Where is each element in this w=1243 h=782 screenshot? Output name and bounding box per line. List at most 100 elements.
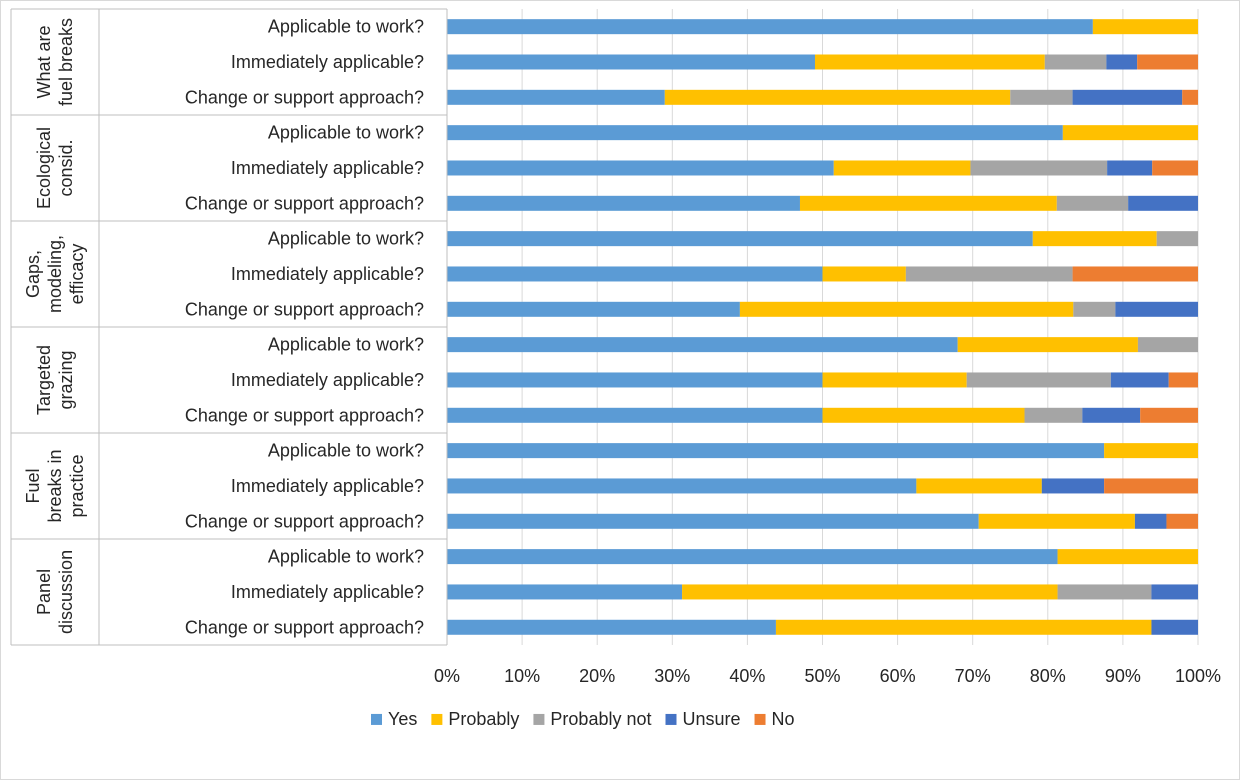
bar-segment-no [1104,478,1198,494]
category-label: Immediately applicable? [231,264,424,284]
category-label: Immediately applicable? [231,582,424,602]
legend-label: Probably [448,709,519,729]
bar-segment-probably [822,266,906,282]
legend-swatch [754,713,766,725]
bar-segment-yes [447,301,740,317]
bar-segment-no [1166,513,1198,529]
bar-segment-unsure [1115,301,1198,317]
legend-item: No [754,709,795,729]
bar-segment-probably [799,195,1057,211]
category-labels: Applicable to work? Immediately applicabl… [185,17,424,638]
category-label: Applicable to work? [268,123,424,143]
group-label-line: efficacy [67,244,87,305]
category-label: Applicable to work? [268,335,424,355]
bar-segment-probably [814,54,1045,70]
x-tick-label: 50% [804,666,840,686]
bar-segment-unsure [1128,195,1198,211]
bar-segment-yes [447,443,1105,459]
group-label: Targeted grazing [34,345,76,415]
group-label: Gaps, modeling, efficacy [23,235,87,313]
group-label-line: What are [34,25,54,98]
bar-segment-yes [447,266,823,282]
group-label-line: discussion [56,550,76,634]
bar-segment-probably-not [905,266,1073,282]
bar-segment-yes [447,372,823,388]
bar-segment-unsure [1072,89,1183,105]
bar-segment-probably [682,584,1058,600]
bar-segment-yes [447,549,1058,565]
bar-segment-probably-not [1156,231,1198,247]
group-label-line: consid. [56,139,76,196]
bar-segment-probably [1092,19,1198,35]
bar-segment-yes [447,407,823,423]
legend-label: No [772,709,795,729]
bar-segment-probably-not [1137,337,1198,353]
bar-segment-probably [822,407,1025,423]
group-label-line: Panel [34,569,54,615]
category-label: Applicable to work? [268,547,424,567]
category-label: Change or support approach? [185,299,424,319]
group-label-line: breaks in [45,449,65,522]
bar-segment-no [1072,266,1198,282]
group-label-line: Gaps, [23,250,43,298]
category-label: Applicable to work? [268,441,424,461]
bar-segment-probably [1057,549,1198,565]
bar-segment-yes [447,337,958,353]
bar-segment-yes [447,125,1063,141]
bar-segment-no [1168,372,1198,388]
x-tick-label: 60% [880,666,916,686]
x-tick-labels: 0% 10% 20% 30% 40% 50% 60% 70% 80% 90% 100% [434,666,1221,686]
bar-segment-yes [447,619,776,635]
bar-segment-probably-not [1073,301,1116,317]
legend-label: Probably not [550,709,651,729]
x-tick-label: 80% [1030,666,1066,686]
bar-segment-probably [822,372,967,388]
bar-segment-no [1152,160,1198,176]
x-tick-label: 0% [434,666,460,686]
bar-segment-yes [447,478,917,494]
category-label: Applicable to work? [268,229,424,249]
bar-segment-unsure [1134,513,1167,529]
bar-segment-unsure [1110,372,1169,388]
legend-item: Probably [431,709,519,729]
bar-segment-yes [447,54,815,70]
category-label: Change or support approach? [185,617,424,637]
bar-segment-probably-not [1056,195,1129,211]
bar-segment-yes [447,513,979,529]
group-label-line: grazing [56,350,76,409]
bar-segment-unsure [1041,478,1105,494]
legend-item: Probably not [533,709,652,729]
bar-segment-no [1137,54,1198,70]
legend-swatch [431,713,443,725]
legend-swatch [665,713,677,725]
bar-segment-yes [447,231,1033,247]
category-label: Change or support approach? [185,193,424,213]
bar-segment-probably [664,89,1011,105]
bar-segment-no [1182,89,1198,105]
bar-segment-probably [916,478,1042,494]
bar-segment-probably [739,301,1074,317]
bar-segment-probably [775,619,1152,635]
x-tick-label: 40% [729,666,765,686]
category-label: Immediately applicable? [231,370,424,390]
group-label: Panel discussion [34,550,76,634]
bar-segment-yes [447,19,1093,35]
category-label: Change or support approach? [185,87,424,107]
x-tick-label: 30% [654,666,690,686]
bar-segment-probably [1062,125,1198,141]
group-label-line: Fuel [23,468,43,503]
bar-segment-probably-not [1024,407,1083,423]
category-label: Immediately applicable? [231,476,424,496]
bar-segment-unsure [1106,54,1138,70]
category-label: Change or support approach? [185,511,424,531]
bar-segment-probably-not [1010,89,1073,105]
bar-segment-yes [447,160,834,176]
bar-segment-probably-not [966,372,1111,388]
axes [10,8,448,646]
legend-item: Yes [371,709,417,729]
bar-segment-probably-not [1044,54,1107,70]
group-label: Ecological consid. [34,127,76,209]
group-label: What are fuel breaks [34,18,76,106]
bar-segment-no [1140,407,1198,423]
